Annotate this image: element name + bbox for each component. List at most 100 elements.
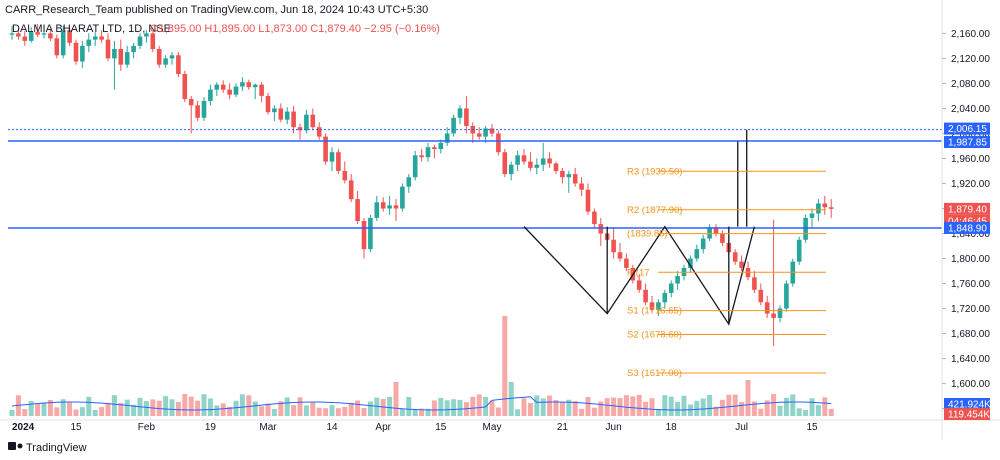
volume-bar xyxy=(118,403,124,416)
volume-bar xyxy=(419,408,425,416)
volume-bar xyxy=(182,394,188,416)
volume-bar xyxy=(406,397,412,416)
volume-bar xyxy=(828,408,834,416)
volume-bar xyxy=(348,402,354,416)
y-tick-label: 1,640.00 xyxy=(951,354,990,365)
candle xyxy=(240,82,245,87)
candle xyxy=(208,89,213,101)
candle xyxy=(124,52,130,65)
volume-bar xyxy=(239,394,245,416)
pivot-label: (1839.85) xyxy=(627,229,668,240)
volume-bar xyxy=(412,409,418,416)
price-tag xyxy=(944,136,990,149)
volume-bar xyxy=(713,406,719,416)
y-tick-label: 1,960.00 xyxy=(951,154,990,165)
pivot-label: S3 (1617.00) xyxy=(627,368,682,379)
candle xyxy=(803,217,808,240)
price-tag xyxy=(944,398,990,410)
candle xyxy=(566,174,572,178)
x-tick-label: May xyxy=(483,422,502,433)
y-tick-label: 1,720.00 xyxy=(951,304,990,315)
volume-bar xyxy=(796,408,802,416)
candle xyxy=(348,180,354,200)
candle xyxy=(521,155,527,162)
volume-bar xyxy=(553,400,559,416)
candle xyxy=(188,99,194,106)
volume-bar xyxy=(425,408,431,416)
volume-bar xyxy=(662,395,668,416)
candle xyxy=(105,39,111,59)
candle xyxy=(329,152,335,162)
volume-bar xyxy=(771,394,777,416)
candle xyxy=(272,108,277,113)
volume-bar xyxy=(188,396,194,416)
candle xyxy=(233,86,239,95)
volume-bar xyxy=(22,409,28,416)
candle xyxy=(112,49,117,59)
candle xyxy=(291,111,296,128)
pivot-label: R3 (1939.50) xyxy=(627,166,682,177)
volume-bar xyxy=(745,380,751,416)
price-tag xyxy=(944,122,990,135)
candle xyxy=(617,252,623,259)
candle xyxy=(579,183,584,190)
volume-bar xyxy=(790,394,796,416)
price-tag-label: 04:46:45 xyxy=(948,216,987,227)
volume-bar xyxy=(259,406,265,416)
volume-bar xyxy=(527,403,533,416)
volume-bar xyxy=(681,395,687,416)
volume-bar xyxy=(636,394,642,416)
candle xyxy=(9,33,15,35)
candle xyxy=(694,249,700,259)
volume-bar xyxy=(169,399,175,416)
volume-bar xyxy=(655,408,661,416)
volume-bar xyxy=(438,397,444,416)
candle xyxy=(246,82,252,88)
tradingview-logo-icon[interactable] xyxy=(8,442,23,450)
volume-bar xyxy=(111,395,117,416)
publisher-text: CARR_Research_Team published on TradingV… xyxy=(5,4,428,16)
volume-bar xyxy=(809,398,815,416)
volume-bar xyxy=(387,396,393,416)
candle xyxy=(560,170,565,178)
volume-bar xyxy=(732,394,738,416)
volume-bar xyxy=(489,400,495,416)
volume-bar xyxy=(521,398,527,416)
candle xyxy=(777,308,783,318)
candle xyxy=(156,49,162,65)
candle xyxy=(393,205,399,209)
volume-ma-line xyxy=(11,396,832,411)
volume-bar xyxy=(227,406,233,416)
candle xyxy=(425,147,431,158)
volume-bar xyxy=(566,399,572,416)
candle xyxy=(73,42,79,62)
candles-layer xyxy=(9,24,834,347)
x-tick-label: 19 xyxy=(205,422,217,433)
candle xyxy=(598,224,604,234)
candle xyxy=(195,105,200,118)
candle xyxy=(822,203,828,208)
candle xyxy=(438,142,444,150)
volume-bar xyxy=(195,400,201,416)
ohlc-text: O1,895.00 H1,895.00 L1,873.00 C1,879.40 … xyxy=(150,23,440,35)
volume-bar xyxy=(291,405,297,416)
x-tick-label: 15 xyxy=(806,422,818,433)
candle xyxy=(137,36,143,46)
y-tick-label: 1,600.00 xyxy=(951,379,990,390)
candle xyxy=(387,205,392,209)
volume-bar xyxy=(591,407,597,416)
candle xyxy=(16,33,21,37)
volume-bar xyxy=(35,404,41,416)
candle xyxy=(585,189,591,212)
volume-bar xyxy=(547,395,553,416)
candle xyxy=(342,170,348,181)
volume-bar xyxy=(572,401,578,416)
candle xyxy=(35,32,40,35)
x-axis[interactable]: 2024 15 Feb 19 Mar 14 Apr 15 May 21 Jun 18 Jul 15 xyxy=(0,419,1000,433)
volume-bar xyxy=(803,409,809,416)
volume-bar xyxy=(86,396,92,416)
price-tags: 2,006.15 1,987.85 1,879.4004:46:451,848.90… xyxy=(944,122,991,421)
volume-bar xyxy=(207,398,213,416)
